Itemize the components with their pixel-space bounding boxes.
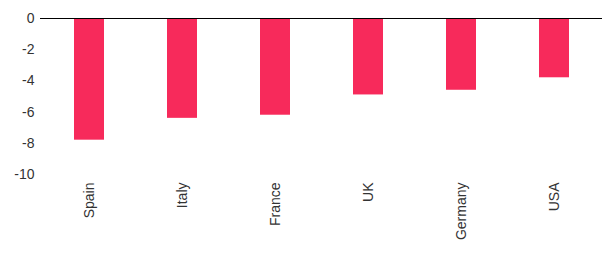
svg-text:Germany: Germany bbox=[453, 183, 469, 241]
svg-text:Spain: Spain bbox=[81, 183, 97, 219]
svg-text:-8: -8 bbox=[22, 135, 35, 151]
svg-text:USA: USA bbox=[546, 182, 562, 211]
svg-text:-10: -10 bbox=[14, 166, 34, 182]
svg-text:-6: -6 bbox=[22, 104, 35, 120]
svg-text:UK: UK bbox=[360, 182, 376, 202]
svg-text:-4: -4 bbox=[22, 72, 35, 88]
svg-text:Italy: Italy bbox=[174, 183, 190, 209]
svg-text:France: France bbox=[267, 182, 283, 226]
svg-text:-2: -2 bbox=[22, 41, 35, 57]
svg-text:0: 0 bbox=[27, 10, 35, 26]
